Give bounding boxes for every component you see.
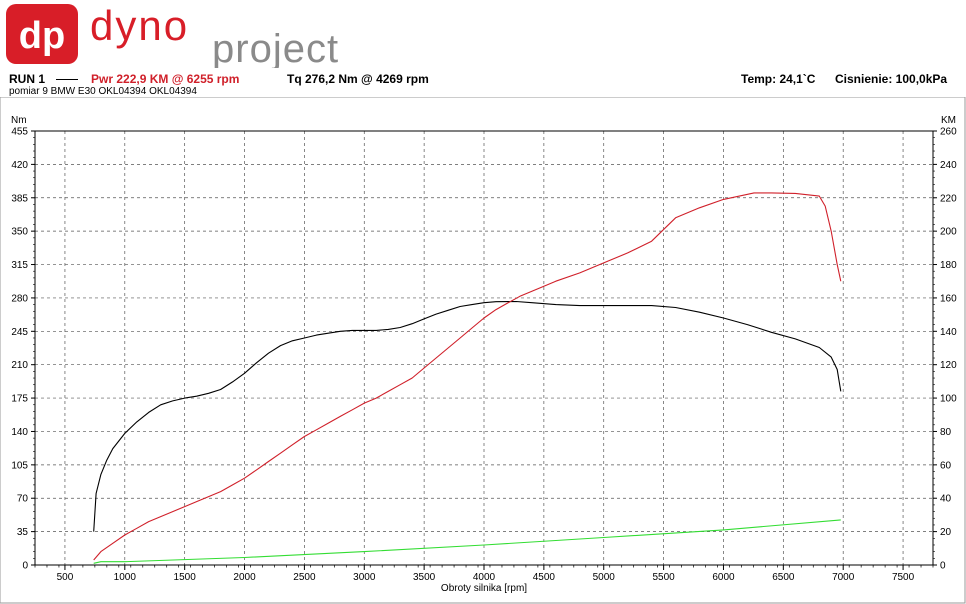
y-left-tick-label: 245 <box>11 327 28 338</box>
x-tick-label: 7000 <box>832 572 855 583</box>
y-right-tick-label: 140 <box>940 327 957 338</box>
peak-torque-readout: Tq 276,2 Nm @ 4269 rpm <box>287 72 429 86</box>
measurement-description: pomiar 9 BMW E30 OKL04394 OKL04394 <box>9 86 197 97</box>
y-right-tick-label: 20 <box>940 527 952 538</box>
y-left-tick-label: 0 <box>22 561 28 572</box>
y-left-tick-label: 280 <box>11 293 28 304</box>
x-tick-label: 7500 <box>892 572 915 583</box>
x-tick-label: 2500 <box>293 572 316 583</box>
y-left-tick-label: 420 <box>11 160 28 171</box>
temperature-readout: Temp: 24,1`C <box>741 72 816 86</box>
series-lines <box>93 192 842 564</box>
y-right-tick-label: 220 <box>940 193 957 204</box>
axis-ticks: 500 1000 1500 2000 2500 3000 3500 4000 4500 5000 5… <box>11 127 957 584</box>
y-left-tick-label: 175 <box>11 394 28 405</box>
grid <box>35 131 933 565</box>
x-tick-label: 5500 <box>652 572 675 583</box>
x-tick-label: 500 <box>57 572 74 583</box>
x-tick-label: 6500 <box>772 572 795 583</box>
y-right-tick-label: 200 <box>940 227 957 238</box>
y-left-tick-label: 140 <box>11 427 28 438</box>
logo-badge <box>6 4 78 64</box>
y-axis-left-label: Nm <box>11 115 27 126</box>
loss-curve <box>93 519 841 564</box>
y-left-tick-label: 385 <box>11 193 28 204</box>
y-right-tick-label: 120 <box>940 360 957 371</box>
dyno-project-logo: dp dyno project <box>6 4 339 68</box>
run-label: RUN 1 <box>9 72 46 86</box>
power-curve <box>93 192 842 561</box>
y-right-tick-label: 240 <box>940 160 957 171</box>
y-right-tick-label: 80 <box>940 427 952 438</box>
y-left-tick-label: 455 <box>11 127 28 138</box>
y-axis-right-label: KM <box>941 115 956 126</box>
logo-word-dyno: dyno <box>90 4 189 49</box>
dyno-chart: 500 1000 1500 2000 2500 3000 3500 4000 4500 5000 5… <box>0 97 966 604</box>
pressure-readout: Cisnienie: 100,0kPa <box>835 72 948 86</box>
x-tick-label: 6000 <box>712 572 735 583</box>
run-legend-line <box>56 79 78 80</box>
y-left-tick-label: 35 <box>17 527 29 538</box>
chart-border <box>0 97 966 604</box>
x-tick-label: 2000 <box>233 572 256 583</box>
x-tick-label: 1000 <box>114 572 137 583</box>
x-tick-label: 4500 <box>533 572 556 583</box>
logo-word-project: project <box>212 27 339 68</box>
peak-power-readout: Pwr 222,9 KM @ 6255 rpm <box>91 72 240 86</box>
y-right-tick-label: 260 <box>940 127 957 138</box>
y-left-tick-label: 315 <box>11 260 28 271</box>
y-right-tick-label: 40 <box>940 494 952 505</box>
y-right-tick-label: 160 <box>940 293 957 304</box>
logo-badge-text: dp <box>19 15 65 57</box>
x-tick-label: 3500 <box>413 572 436 583</box>
x-tick-label: 4000 <box>473 572 496 583</box>
x-tick-label: 3000 <box>353 572 376 583</box>
y-left-tick-label: 210 <box>11 360 28 371</box>
y-right-tick-label: 0 <box>940 561 946 572</box>
y-right-tick-label: 180 <box>940 260 957 271</box>
x-tick-label: 1500 <box>174 572 197 583</box>
y-right-tick-label: 60 <box>940 460 952 471</box>
y-left-tick-label: 105 <box>11 460 28 471</box>
y-left-tick-label: 70 <box>17 494 29 505</box>
torque-curve <box>93 300 842 532</box>
x-tick-label: 5000 <box>593 572 616 583</box>
y-left-tick-label: 350 <box>11 227 28 238</box>
y-right-tick-label: 100 <box>940 394 957 405</box>
x-axis-label: Obroty silnika [rpm] <box>441 583 527 594</box>
